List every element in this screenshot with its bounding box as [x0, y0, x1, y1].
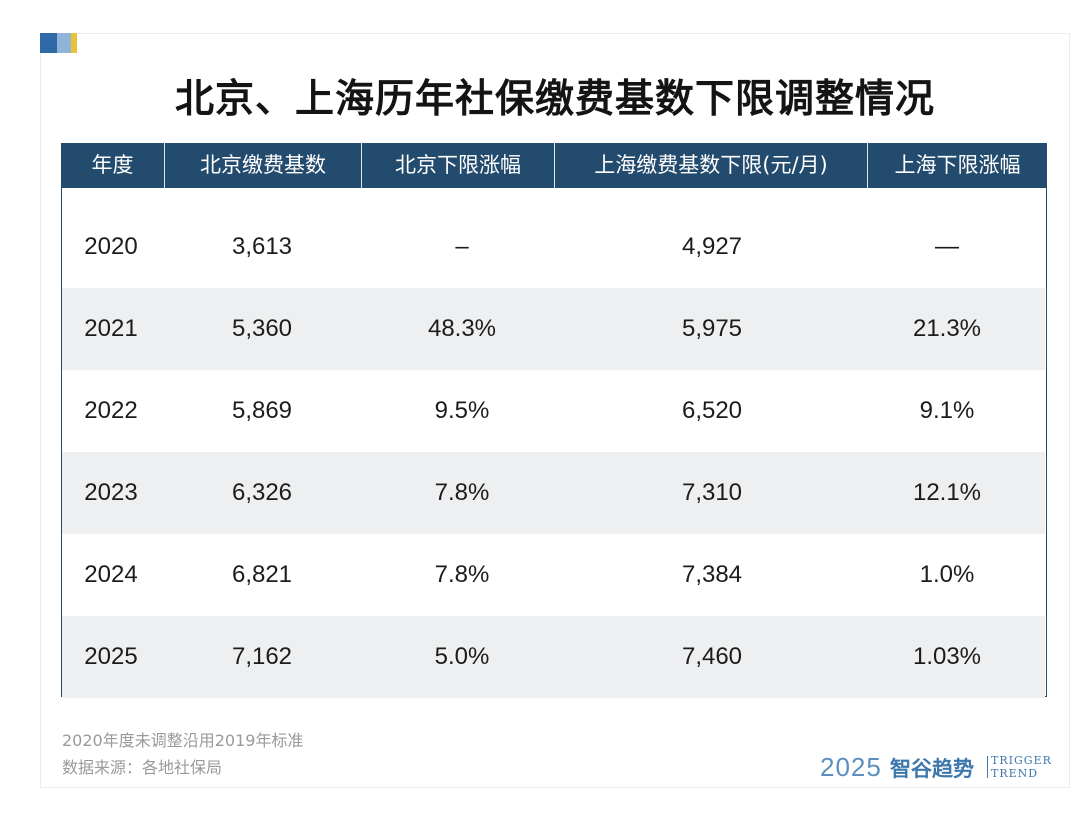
corner-accent — [40, 33, 77, 53]
cell-beijing-growth: 9.5% — [434, 397, 490, 424]
logo-name: 智谷趋势 — [890, 756, 974, 781]
footnote-source: 数据来源：各地社保局 — [62, 758, 223, 777]
cell-shanghai-growth: 12.1% — [912, 479, 982, 506]
column-header-beijing-base: 北京缴费基数 — [200, 153, 326, 177]
logo-year: 2025 — [820, 752, 882, 782]
column-header-shanghai-growth: 上海下限涨幅 — [894, 153, 1021, 177]
cell-beijing-growth: – — [455, 233, 469, 260]
header-divider — [554, 143, 555, 188]
cell-year: 2021 — [84, 315, 138, 342]
cell-shanghai-base: 6,520 — [681, 397, 743, 424]
column-header-shanghai-base: 上海缴费基数下限(元/月) — [594, 153, 828, 177]
cell-year: 2023 — [84, 479, 138, 506]
cell-beijing-growth: 7.8% — [434, 479, 490, 506]
cell-beijing-base: 3,613 — [231, 233, 293, 260]
cell-beijing-base: 6,326 — [231, 479, 293, 506]
column-header-beijing-growth: 北京下限涨幅 — [395, 153, 521, 177]
logo-english: TRIGGER TREND — [991, 754, 1052, 780]
cell-shanghai-growth: 1.0% — [919, 561, 975, 588]
table-row: 2021 5,360 48.3% 5,975 21.3% — [62, 288, 1045, 370]
cell-beijing-base: 5,869 — [231, 397, 293, 424]
cell-beijing-base: 6,821 — [231, 561, 293, 588]
logo-divider — [987, 756, 988, 778]
cell-year: 2025 — [84, 643, 138, 670]
cell-year: 2022 — [84, 397, 138, 424]
table-row: 2024 6,821 7.8% 7,384 1.0% — [62, 534, 1045, 616]
cell-shanghai-base: 7,460 — [681, 643, 743, 670]
column-header-year: 年度 — [91, 153, 134, 177]
logo-english-line2: TREND — [991, 767, 1039, 780]
cell-shanghai-base: 7,310 — [681, 479, 743, 506]
cell-shanghai-base: 5,975 — [681, 315, 743, 342]
table-row: 2022 5,869 9.5% 6,520 9.1% — [62, 370, 1045, 452]
table-row: 2023 6,326 7.8% 7,310 12.1% — [62, 452, 1045, 534]
table-row: 2025 7,162 5.0% 7,460 1.03% — [62, 616, 1045, 698]
cell-shanghai-growth: — — [935, 233, 959, 260]
logo-english-line1: TRIGGER — [991, 754, 1052, 767]
cell-shanghai-growth: 21.3% — [912, 315, 982, 342]
header-divider — [361, 143, 362, 188]
header-divider — [164, 143, 165, 188]
cell-beijing-growth: 7.8% — [434, 561, 490, 588]
cell-shanghai-growth: 1.03% — [912, 643, 982, 670]
page-title: 北京、上海历年社保缴费基数下限调整情况 — [174, 77, 935, 122]
cell-beijing-base: 5,360 — [231, 315, 293, 342]
cell-beijing-base: 7,162 — [231, 643, 293, 670]
table-header: 年度 北京缴费基数 北京下限涨幅 上海缴费基数下限(元/月) 上海下限涨幅 — [61, 143, 1047, 188]
header-divider — [867, 143, 868, 188]
cell-beijing-growth: 48.3% — [427, 315, 497, 342]
cell-shanghai-growth: 9.1% — [919, 397, 975, 424]
table-row: 2020 3,613 – 4,927 — — [62, 206, 1045, 288]
table-body: 2020 3,613 – 4,927 — 2021 5,360 48.3% 5,… — [61, 188, 1047, 698]
cell-year: 2020 — [84, 233, 138, 260]
cell-beijing-growth: 5.0% — [434, 643, 490, 670]
cell-shanghai-base: 7,384 — [681, 561, 743, 588]
cell-year: 2024 — [84, 561, 138, 588]
cell-shanghai-base: 4,927 — [681, 233, 743, 260]
footnote-adjustment: 2020年度未调整沿用2019年标准 — [62, 731, 304, 750]
